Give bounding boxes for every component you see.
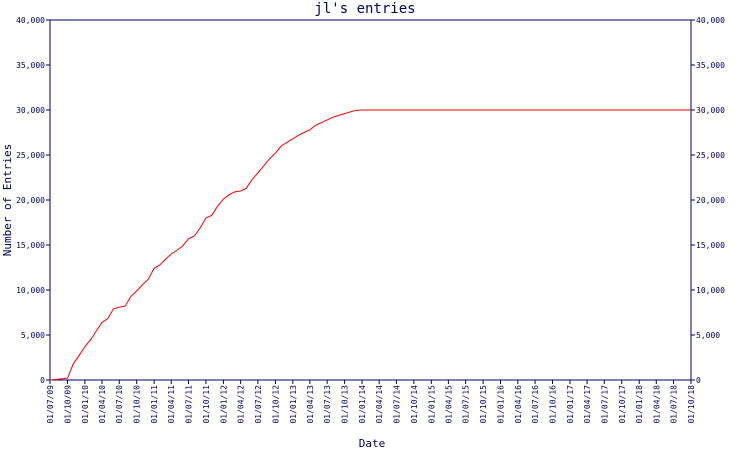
- x-tick-label: 01/10/15: [479, 385, 488, 424]
- x-tick-label: 01/04/12: [237, 385, 246, 424]
- y-tick-label-left: 15,000: [16, 241, 45, 250]
- x-tick-label: 01/07/15: [462, 385, 471, 424]
- data-series: [49, 109, 691, 381]
- y-tick-label-right: 15,000: [696, 241, 725, 250]
- x-axis: 01/07/09 01/10/09 01/01/10 01/04/10 01/07/10…: [46, 380, 696, 424]
- y-tick-label-right: 20,000: [696, 196, 725, 205]
- x-tick-label: 01/10/10: [133, 385, 142, 424]
- x-tick-label: 01/10/14: [410, 385, 419, 424]
- y-tick-label-right: 25,000: [696, 151, 725, 160]
- x-tick-label: 01/10/11: [202, 385, 211, 424]
- y-tick-label-left: 5,000: [21, 331, 45, 340]
- y-tick-label-left: 0: [40, 376, 45, 385]
- x-tick-label: 01/01/11: [150, 385, 159, 424]
- x-tick-label: 01/04/13: [306, 385, 315, 424]
- y-axis: 0 0 5,000 5,000 10,000 10,000 15,000 15,000 20,0…: [16, 16, 725, 385]
- x-tick-label: 01/07/14: [392, 385, 401, 424]
- x-tick-label: 01/01/14: [358, 385, 367, 424]
- series-line: [49, 109, 691, 381]
- x-tick-label: 01/01/10: [81, 385, 90, 424]
- x-tick-label: 01/07/13: [323, 385, 332, 424]
- x-tick-label: 01/04/14: [375, 385, 384, 424]
- y-tick-label-left: 25,000: [16, 151, 45, 160]
- y-tick-label-right: 30,000: [696, 106, 725, 115]
- x-tick-label: 01/01/18: [635, 385, 644, 424]
- y-tick-label-right: 35,000: [696, 61, 725, 70]
- x-tick-label: 01/07/12: [254, 385, 263, 424]
- x-tick-label: 01/04/11: [167, 385, 176, 424]
- x-tick-label: 01/01/16: [497, 385, 506, 424]
- x-tick-label: 01/07/17: [600, 385, 609, 424]
- x-tick-label: 01/04/18: [652, 385, 661, 424]
- x-tick-label: 01/10/12: [271, 385, 280, 424]
- plot-frame: [49, 19, 692, 381]
- x-tick-label: 01/10/17: [618, 385, 627, 424]
- y-tick-label-right: 10,000: [696, 286, 725, 295]
- y-tick-label-left: 35,000: [16, 61, 45, 70]
- x-tick-label: 01/07/11: [184, 385, 193, 424]
- y-tick-label-right: 0: [696, 376, 701, 385]
- x-tick-label: 01/10/09: [63, 385, 72, 424]
- y-tick-label-right: 5,000: [696, 331, 720, 340]
- x-tick-label: 01/04/16: [514, 385, 523, 424]
- x-tick-label: 01/01/15: [427, 385, 436, 424]
- x-tick-label: 01/04/17: [583, 385, 592, 424]
- x-axis-label: Date: [359, 437, 386, 450]
- x-tick-label: 01/01/13: [289, 385, 298, 424]
- x-tick-label: 01/01/12: [219, 385, 228, 424]
- x-tick-label: 01/04/10: [98, 385, 107, 424]
- y-tick-label-right: 40,000: [696, 16, 725, 25]
- x-tick-label: 01/01/17: [566, 385, 575, 424]
- x-tick-label: 01/10/18: [687, 385, 696, 424]
- x-tick-label: 01/04/15: [444, 385, 453, 424]
- x-tick-label: 01/10/13: [341, 385, 350, 424]
- y-axis-label: Number of Entries: [1, 144, 14, 257]
- x-tick-label: 01/07/09: [46, 385, 55, 424]
- chart-title: jl's entries: [314, 1, 415, 17]
- y-tick-label-left: 40,000: [16, 16, 45, 25]
- y-tick-label-left: 20,000: [16, 196, 45, 205]
- x-tick-label: 01/07/16: [531, 385, 540, 424]
- x-tick-label: 01/10/16: [549, 385, 558, 424]
- y-tick-label-left: 30,000: [16, 106, 45, 115]
- x-tick-label: 01/07/18: [670, 385, 679, 424]
- x-tick-label: 01/07/10: [115, 385, 124, 424]
- y-tick-label-left: 10,000: [16, 286, 45, 295]
